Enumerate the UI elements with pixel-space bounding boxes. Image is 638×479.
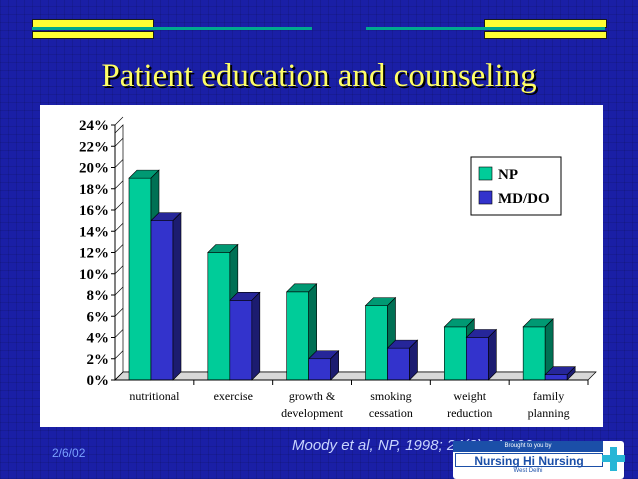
legend-label: NP [498, 167, 518, 183]
x-category-label: cessation [369, 406, 413, 420]
title-bar-right-yellow-lower [484, 31, 607, 39]
title-bar-right-teal [366, 27, 605, 30]
y-tick-label: 2% [87, 352, 110, 368]
y-tick-label: 6% [87, 309, 110, 325]
title-bar-left-teal [32, 27, 312, 30]
chart-panel: 0% 2% 4% 6% 8% 10% 12% 14% 16% 18% 20% 22% 24% nutrit… [40, 105, 603, 427]
y-tick-label: 8% [87, 288, 110, 304]
x-category-label: nutritional [129, 389, 180, 403]
bar-md-do-3 [387, 347, 410, 381]
bar-chart: 0% 2% 4% 6% 8% 10% 12% 14% 16% 18% 20% 22% 24% nutrit… [79, 116, 597, 420]
x-category-label: exercise [214, 389, 253, 403]
x-category-label: family [533, 389, 564, 403]
bar-side-face [409, 339, 418, 381]
x-category-label: smoking [370, 389, 411, 403]
y-tick-label: 20% [79, 161, 109, 177]
x-category-label: development [281, 406, 344, 420]
y-tick-depth [114, 265, 124, 274]
bar-np-3 [365, 305, 388, 381]
y-tick-label: 24% [79, 118, 109, 134]
bar-side-face [172, 211, 182, 381]
bar-md-do-1 [229, 300, 253, 381]
bar-np-5 [522, 326, 546, 381]
y-tick-depth [114, 286, 124, 296]
y-tick-label: 12% [79, 246, 109, 262]
badge-top-text: Brought to you by [453, 441, 603, 452]
y-tick-depth [114, 371, 124, 381]
legend-label: MD/DO [498, 191, 550, 207]
bar-side-face [330, 350, 339, 381]
medical-cross-icon-bar [602, 455, 625, 462]
title-bar-left-yellow-lower [32, 31, 154, 39]
x-category-label: growth & [289, 389, 336, 403]
nursing-badge-logo: Brought to you by Nursing Hi Nursing Wes… [453, 441, 625, 479]
bar-np-1 [207, 252, 231, 381]
x-category-label: planning [528, 406, 570, 420]
y-tick-depth [114, 138, 124, 147]
y-tick-depth [114, 180, 124, 189]
bar-md-do-2 [308, 358, 331, 381]
y-tick-depth [114, 159, 124, 168]
legend-box [470, 156, 562, 216]
y-tick-depth [114, 201, 124, 211]
badge-main-text: Nursing Hi Nursing [455, 453, 603, 468]
bar-side-face [251, 291, 261, 381]
bar-side-face [566, 365, 576, 381]
bar-np-2 [286, 291, 309, 381]
bar-md-do-5 [544, 374, 568, 381]
bar-np-0 [128, 177, 152, 381]
y-tick-label: 4% [87, 331, 110, 347]
y-tick-depth [114, 223, 124, 232]
bar-side-face [488, 328, 497, 381]
bar-md-do-4 [466, 337, 489, 381]
bar-md-do-0 [150, 220, 174, 381]
legend-swatch-md-do [478, 190, 493, 205]
x-category-label: reduction [447, 406, 492, 420]
y-tick-label: 16% [79, 203, 109, 219]
y-tick-depth [114, 116, 124, 126]
bar-np-4 [444, 326, 467, 381]
y-tick-label: 0% [87, 373, 110, 389]
slide-date: 2/6/02 [52, 446, 86, 460]
x-category-label: weight [453, 389, 486, 403]
slide-title: Patient education and counseling [101, 58, 537, 94]
y-tick-label: 10% [79, 267, 109, 283]
y-tick-depth [114, 329, 124, 338]
y-tick-depth [114, 308, 124, 317]
y-tick-depth [114, 244, 124, 253]
y-tick-label: 22% [79, 139, 109, 155]
y-tick-label: 18% [79, 182, 109, 198]
legend-swatch-np [478, 166, 493, 181]
y-tick-depth [114, 350, 124, 359]
y-tick-label: 14% [79, 224, 109, 240]
badge-sub-text: West Delhi [513, 468, 543, 474]
